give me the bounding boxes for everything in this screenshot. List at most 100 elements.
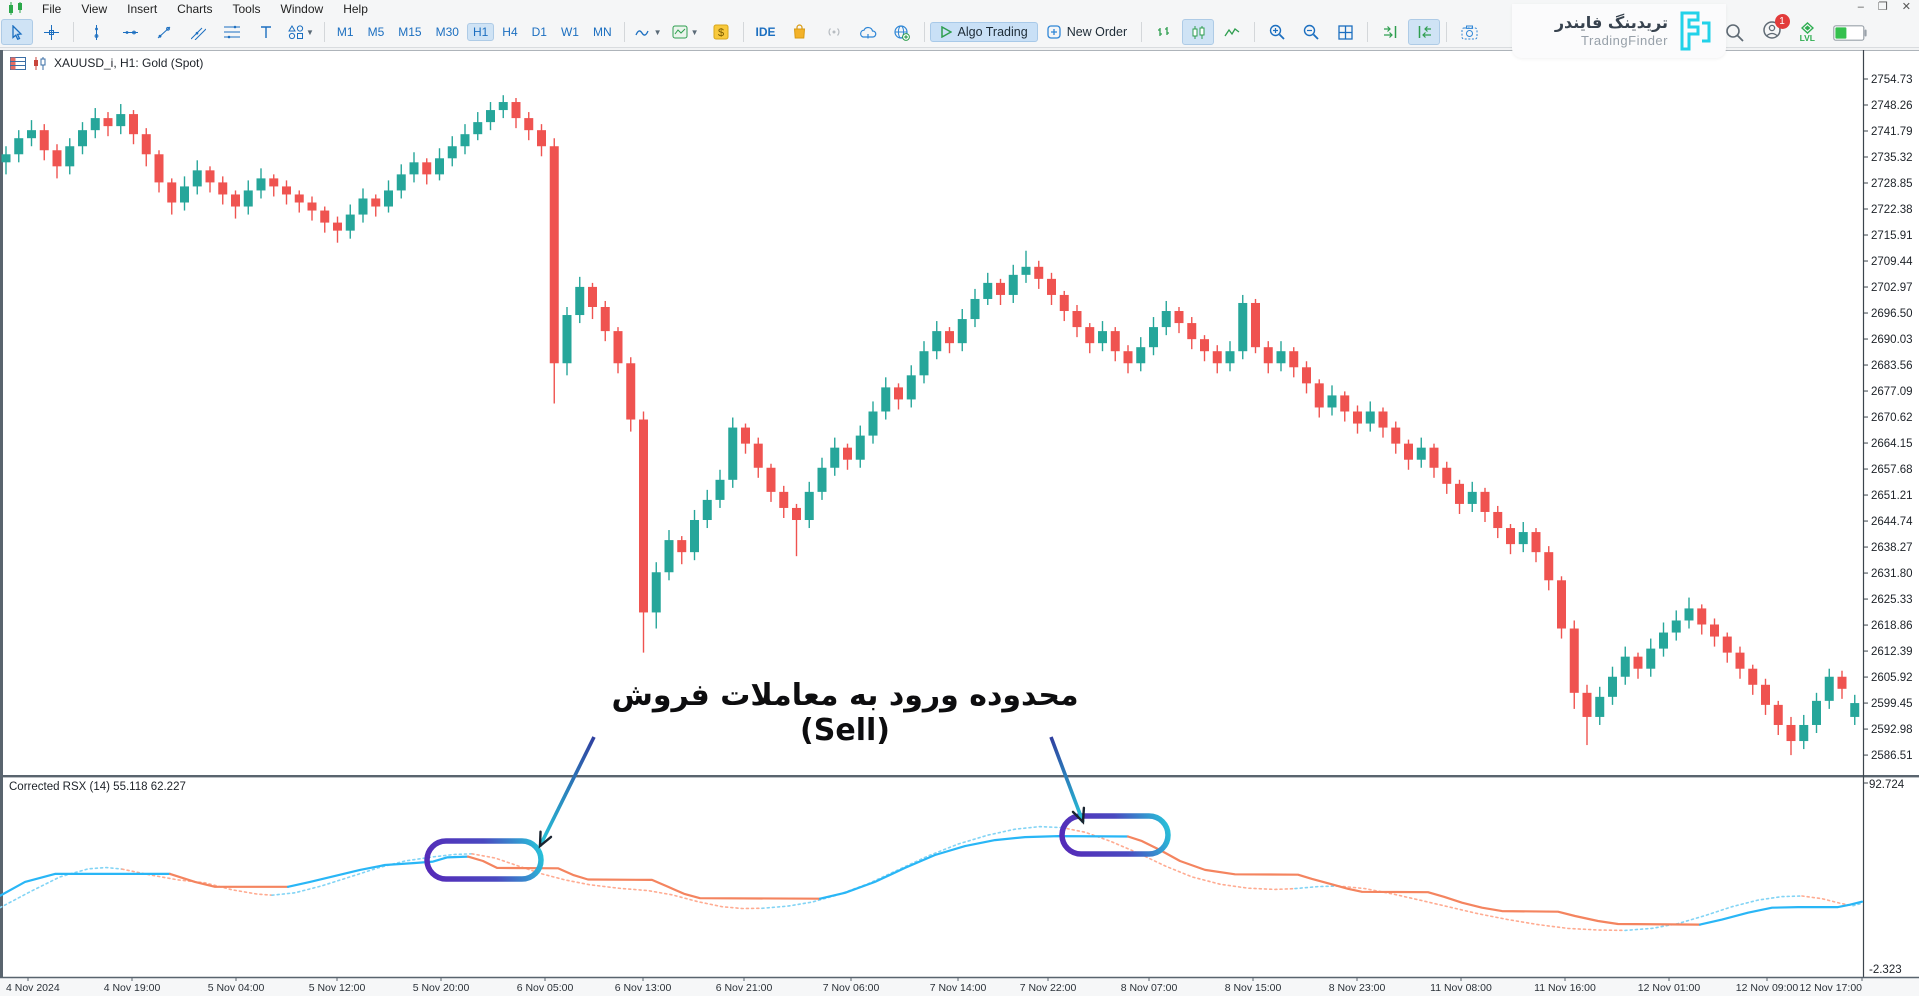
community-notifications[interactable]: 1 [1762,14,1790,45]
rsx-indicator-lines [0,825,1864,932]
chart-objects-caret-icon: ▼ [653,27,662,37]
level-indicator[interactable]: LVL [1800,22,1815,43]
text-tool-button[interactable] [250,19,282,45]
svg-text:-2.323: -2.323 [1869,964,1902,976]
chart-title: XAUUSD_i, H1: Gold (Spot) [54,56,204,70]
play-icon [940,26,952,38]
ide-button[interactable]: IDE [755,25,776,39]
zoom-out-button[interactable] [1295,19,1327,45]
menu-item-file[interactable]: File [42,1,62,16]
level-diamond-icon [1800,22,1814,35]
channel-tool-button[interactable] [182,19,214,45]
trendline-tool-button[interactable] [148,19,180,45]
timeframe-w1[interactable]: W1 [560,25,579,39]
signals-icon[interactable] [818,19,850,45]
bar-chart-mode-button[interactable] [1148,19,1180,45]
svg-text:2748.26: 2748.26 [1871,100,1913,112]
minimize-button[interactable]: – [1857,1,1864,13]
svg-text:2677.09: 2677.09 [1871,386,1913,398]
timeframe-m1[interactable]: M1 [336,25,354,39]
svg-text:2722.38: 2722.38 [1871,204,1913,216]
timeframe-mn[interactable]: MN [592,25,612,39]
scroll-to-end-button[interactable] [1374,19,1406,45]
zoom-in-button[interactable] [1261,19,1293,45]
menu-bar: File View Insert Charts Tools Window Help – ❐ … [0,0,1919,17]
close-button[interactable]: ✕ [1901,1,1911,13]
screenshot-camera-button[interactable] [1453,19,1485,45]
shapes-tool-button[interactable]: ▼ [284,19,318,45]
market-bag-icon[interactable] [784,19,816,45]
candle-chart-mode-button[interactable] [1182,19,1215,45]
timeframe-h1[interactable]: H1 [466,23,495,41]
menu-item-help[interactable]: Help [343,1,368,16]
svg-text:8 Nov 23:00: 8 Nov 23:00 [1329,982,1386,994]
timeframe-group: M1 M5 M15 M30 H1 H4 D1 W1 MN [330,23,619,41]
quotes-table-icon [10,56,26,70]
svg-text:4 Nov 19:00: 4 Nov 19:00 [104,982,161,994]
svg-text:2664.15: 2664.15 [1871,438,1913,450]
menu-item-charts[interactable]: Charts [177,1,213,16]
chart-auto-shift-button[interactable] [1408,19,1441,45]
indicator-axis[interactable]: 92.724 -2.323 [1863,779,1905,976]
algo-trading-button[interactable]: Algo Trading [929,22,1038,42]
timeframe-h4[interactable]: H4 [502,25,518,39]
brand-name-farsi: تریدینگ فایندر [1554,13,1668,33]
svg-text:2631.80: 2631.80 [1871,568,1913,580]
svg-text:2754.73: 2754.73 [1871,74,1913,86]
horizontal-line-tool-button[interactable] [114,19,146,45]
community-icon [1762,21,1781,39]
shapes-caret-icon: ▼ [306,27,314,37]
svg-text:6 Nov 13:00: 6 Nov 13:00 [615,982,672,994]
symbols-button[interactable]: $ [705,19,737,45]
candlestick-series [1,95,1860,756]
timeframe-m5[interactable]: M5 [367,25,385,39]
maximize-button[interactable]: ❐ [1877,1,1888,13]
svg-text:2702.97: 2702.97 [1871,282,1913,294]
chart-objects-button[interactable]: ▼ [631,19,666,45]
new-order-label: New Order [1066,25,1128,39]
cloud-icon[interactable] [852,19,884,45]
new-order-icon [1047,25,1061,39]
search-icon[interactable] [1725,23,1744,42]
line-chart-mode-button[interactable] [1216,19,1248,45]
menu-item-insert[interactable]: Insert [127,1,158,16]
timeframe-d1[interactable]: D1 [531,25,547,39]
svg-text:2599.45: 2599.45 [1871,698,1913,710]
notification-badge: 1 [1774,14,1790,29]
svg-text:2728.85: 2728.85 [1871,178,1913,190]
menu-item-window[interactable]: Window [280,1,324,16]
svg-text:92.724: 92.724 [1869,779,1905,791]
vertical-line-tool-button[interactable] [80,19,112,45]
svg-text:12 Nov 09:00: 12 Nov 09:00 [1736,982,1799,994]
chart-icon [34,56,46,70]
cursor-tool-button[interactable] [1,19,33,45]
svg-text:7 Nov 22:00: 7 Nov 22:00 [1020,982,1077,994]
svg-text:7 Nov 14:00: 7 Nov 14:00 [930,982,987,994]
svg-text:2657.68: 2657.68 [1871,464,1913,476]
svg-text:11 Nov 16:00: 11 Nov 16:00 [1534,982,1596,994]
status-bar: 1 LVL [1725,14,1867,45]
timeframe-m15[interactable]: M15 [398,25,422,39]
price-axis[interactable]: 2754.73 2748.26 2741.79 2735.32 2728.85 2722.… [1863,74,1913,762]
new-order-button[interactable]: New Order [1038,23,1136,41]
crosshair-tool-button[interactable] [35,19,67,45]
svg-text:2715.91: 2715.91 [1871,230,1913,242]
time-axis[interactable]: 4 Nov 2024 4 Nov 19:00 5 Nov 04:00 5 Nov 12… [6,977,1863,994]
svg-text:2638.27: 2638.27 [1871,542,1913,554]
tile-windows-button[interactable] [1329,19,1361,45]
menu-item-tools[interactable]: Tools [232,1,261,16]
fibonacci-tool-button[interactable] [216,19,248,45]
indicator-label: Corrected RSX (14) 55.118 62.227 [9,781,186,793]
svg-text:2592.98: 2592.98 [1871,724,1913,736]
brand-name-english: TradingFinder [1581,32,1668,48]
web-terminal-icon[interactable] [886,19,918,45]
menu-item-view[interactable]: View [81,1,108,16]
level-label: LVL [1799,33,1815,44]
svg-text:5 Nov 12:00: 5 Nov 12:00 [309,982,366,994]
indicators-button[interactable]: ▼ [668,19,703,45]
svg-text:2709.44: 2709.44 [1871,256,1913,268]
timeframe-m30[interactable]: M30 [435,25,459,39]
tradingfinder-logo-icon [1680,11,1711,51]
svg-text:2612.39: 2612.39 [1871,646,1913,658]
